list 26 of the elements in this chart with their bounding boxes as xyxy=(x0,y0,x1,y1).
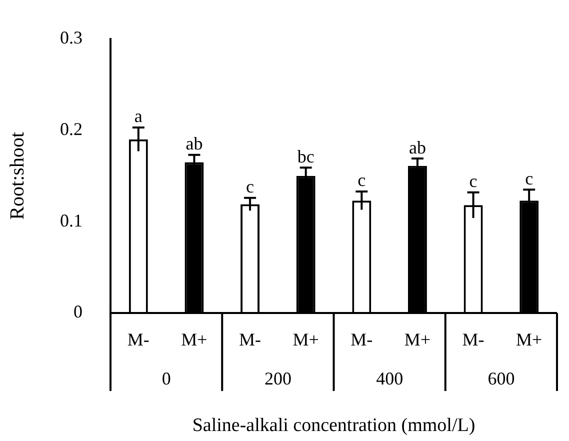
text: M- xyxy=(239,330,262,350)
data-label: c xyxy=(358,170,366,190)
series-label: M+ xyxy=(516,330,542,350)
data-label: c xyxy=(525,168,534,188)
x-tick-label: 600 xyxy=(488,368,515,389)
data-label: ab xyxy=(408,137,426,158)
y-tick-label: 0.1 xyxy=(60,210,82,230)
x-axis-title: Saline-alkali concentration (mmol/L) xyxy=(192,414,476,436)
y-axis-title: Root:shoot xyxy=(6,132,28,220)
y-tick-label: 0 xyxy=(74,302,82,322)
data-label: a xyxy=(134,106,142,126)
x-tick-label: 0 xyxy=(162,368,171,389)
x-tick-label: 200 xyxy=(264,368,292,389)
x-tick-label: 400 xyxy=(376,368,404,389)
series-label: M- xyxy=(127,330,150,350)
y-tick-label: 0.2 xyxy=(60,118,82,139)
data-label: c xyxy=(246,176,254,197)
text: M- xyxy=(350,330,373,350)
text: M+ xyxy=(292,330,319,350)
data-label: c xyxy=(469,171,478,192)
y-tick-label: 0.3 xyxy=(60,28,82,48)
text: M- xyxy=(462,330,484,350)
text: M+ xyxy=(181,330,208,350)
data-label: ab xyxy=(186,134,203,154)
text: M+ xyxy=(404,330,431,350)
data-label: bc xyxy=(297,146,314,166)
